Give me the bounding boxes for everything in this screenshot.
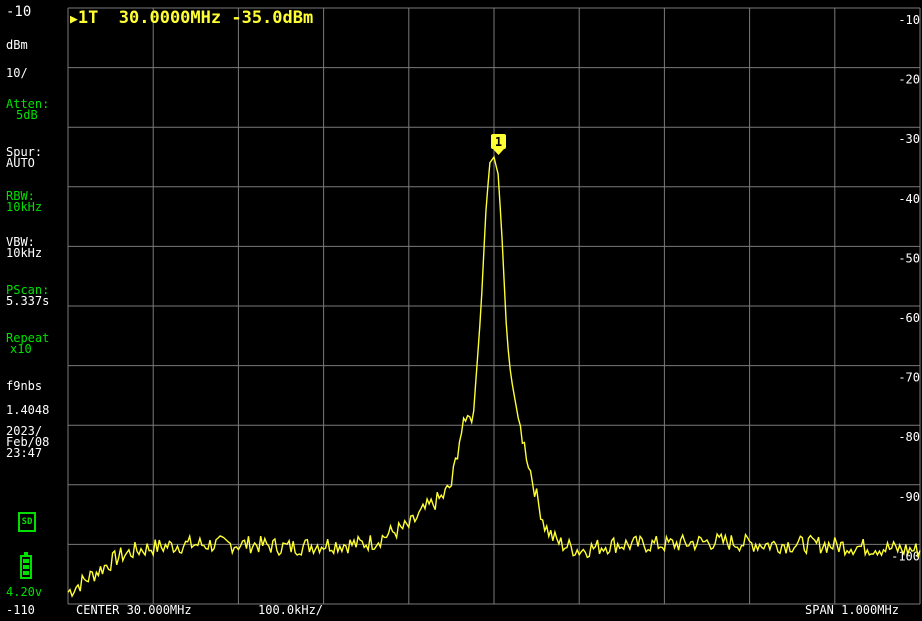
spur-value: AUTO <box>6 156 35 170</box>
repeat-setting[interactable]: Repeat x10 <box>6 331 50 356</box>
marker-1-flag <box>491 134 506 149</box>
bottom-level: -110 <box>6 603 35 617</box>
date-time: 2023/ Feb/08 23:47 <box>6 424 50 460</box>
atten-setting[interactable]: Atten: 5dB <box>6 97 50 122</box>
atten-label: Atten: <box>6 97 50 111</box>
unit-label[interactable]: dBm <box>6 38 28 52</box>
marker-1-number: 1 <box>495 135 502 149</box>
span-frequency[interactable]: SPAN 1.000MHz <box>805 603 899 617</box>
time: 23:47 <box>6 446 43 460</box>
marker-1[interactable]: 1 <box>491 134 506 155</box>
marker-readout-text: 1T 30.0000MHz -35.0dBm <box>77 8 314 28</box>
spectrum-trace <box>67 155 921 598</box>
pscan-label: PScan: <box>6 283 50 297</box>
rbw-value: 10kHz <box>6 200 43 214</box>
vbw-setting[interactable]: VBW: 10kHz <box>6 235 43 260</box>
y-axis-label: -20 <box>898 73 920 87</box>
status-sidebar: -10 dBm 10/ Atten: 5dB Spur: AUTO RBW: 1… <box>0 0 68 621</box>
y-axis-label: -60 <box>898 311 920 325</box>
y-axis-label: -90 <box>898 490 920 504</box>
battery-voltage: 4.20v <box>6 585 43 599</box>
rbw-setting[interactable]: RBW: 10kHz <box>6 189 43 214</box>
per-division: 100.0kHz/ <box>258 603 324 617</box>
y-axis-label: -80 <box>898 430 920 444</box>
marker-triangle-icon: ▶ <box>70 12 78 27</box>
marker-1-pointer <box>493 149 504 155</box>
date-day: Feb/08 <box>6 435 50 449</box>
graticule <box>67 7 921 605</box>
y-axis-label: -70 <box>898 371 920 385</box>
firmware-version: 1.4048 <box>6 403 50 417</box>
repeat-label: Repeat <box>6 331 50 345</box>
y-axis-label: -10 <box>898 13 920 27</box>
firmware-label: f9nbs <box>6 379 43 393</box>
spur-setting[interactable]: Spur: AUTO <box>6 145 43 170</box>
date-year: 2023/ <box>6 424 43 438</box>
y-axis-label: -40 <box>898 192 920 206</box>
spur-label: Spur: <box>6 145 43 159</box>
center-frequency[interactable]: CENTER 30.000MHz <box>76 603 192 617</box>
repeat-value: x10 <box>10 342 32 356</box>
y-axis-label: -50 <box>898 251 920 265</box>
rbw-label: RBW: <box>6 189 35 203</box>
marker-readout: ▶1T 30.0000MHz -35.0dBm <box>70 8 313 28</box>
vbw-value: 10kHz <box>6 246 43 260</box>
y-axis-label: -30 <box>898 132 920 146</box>
pscan-value: 5.337s <box>6 294 50 308</box>
atten-value: 5dB <box>16 108 38 122</box>
pscan-setting[interactable]: PScan: 5.337s <box>6 283 50 308</box>
reference-level[interactable]: -10 <box>6 4 32 20</box>
vbw-label: VBW: <box>6 235 35 249</box>
sd-card-icon[interactable]: SD <box>18 512 36 532</box>
y-axis-label: -100 <box>891 549 920 563</box>
scale-label[interactable]: 10/ <box>6 66 28 80</box>
y-axis-labels: -10 -20 -30 -40 -50 -60 -70 -80 -90 -100 <box>891 13 920 563</box>
battery-icon <box>20 552 32 579</box>
